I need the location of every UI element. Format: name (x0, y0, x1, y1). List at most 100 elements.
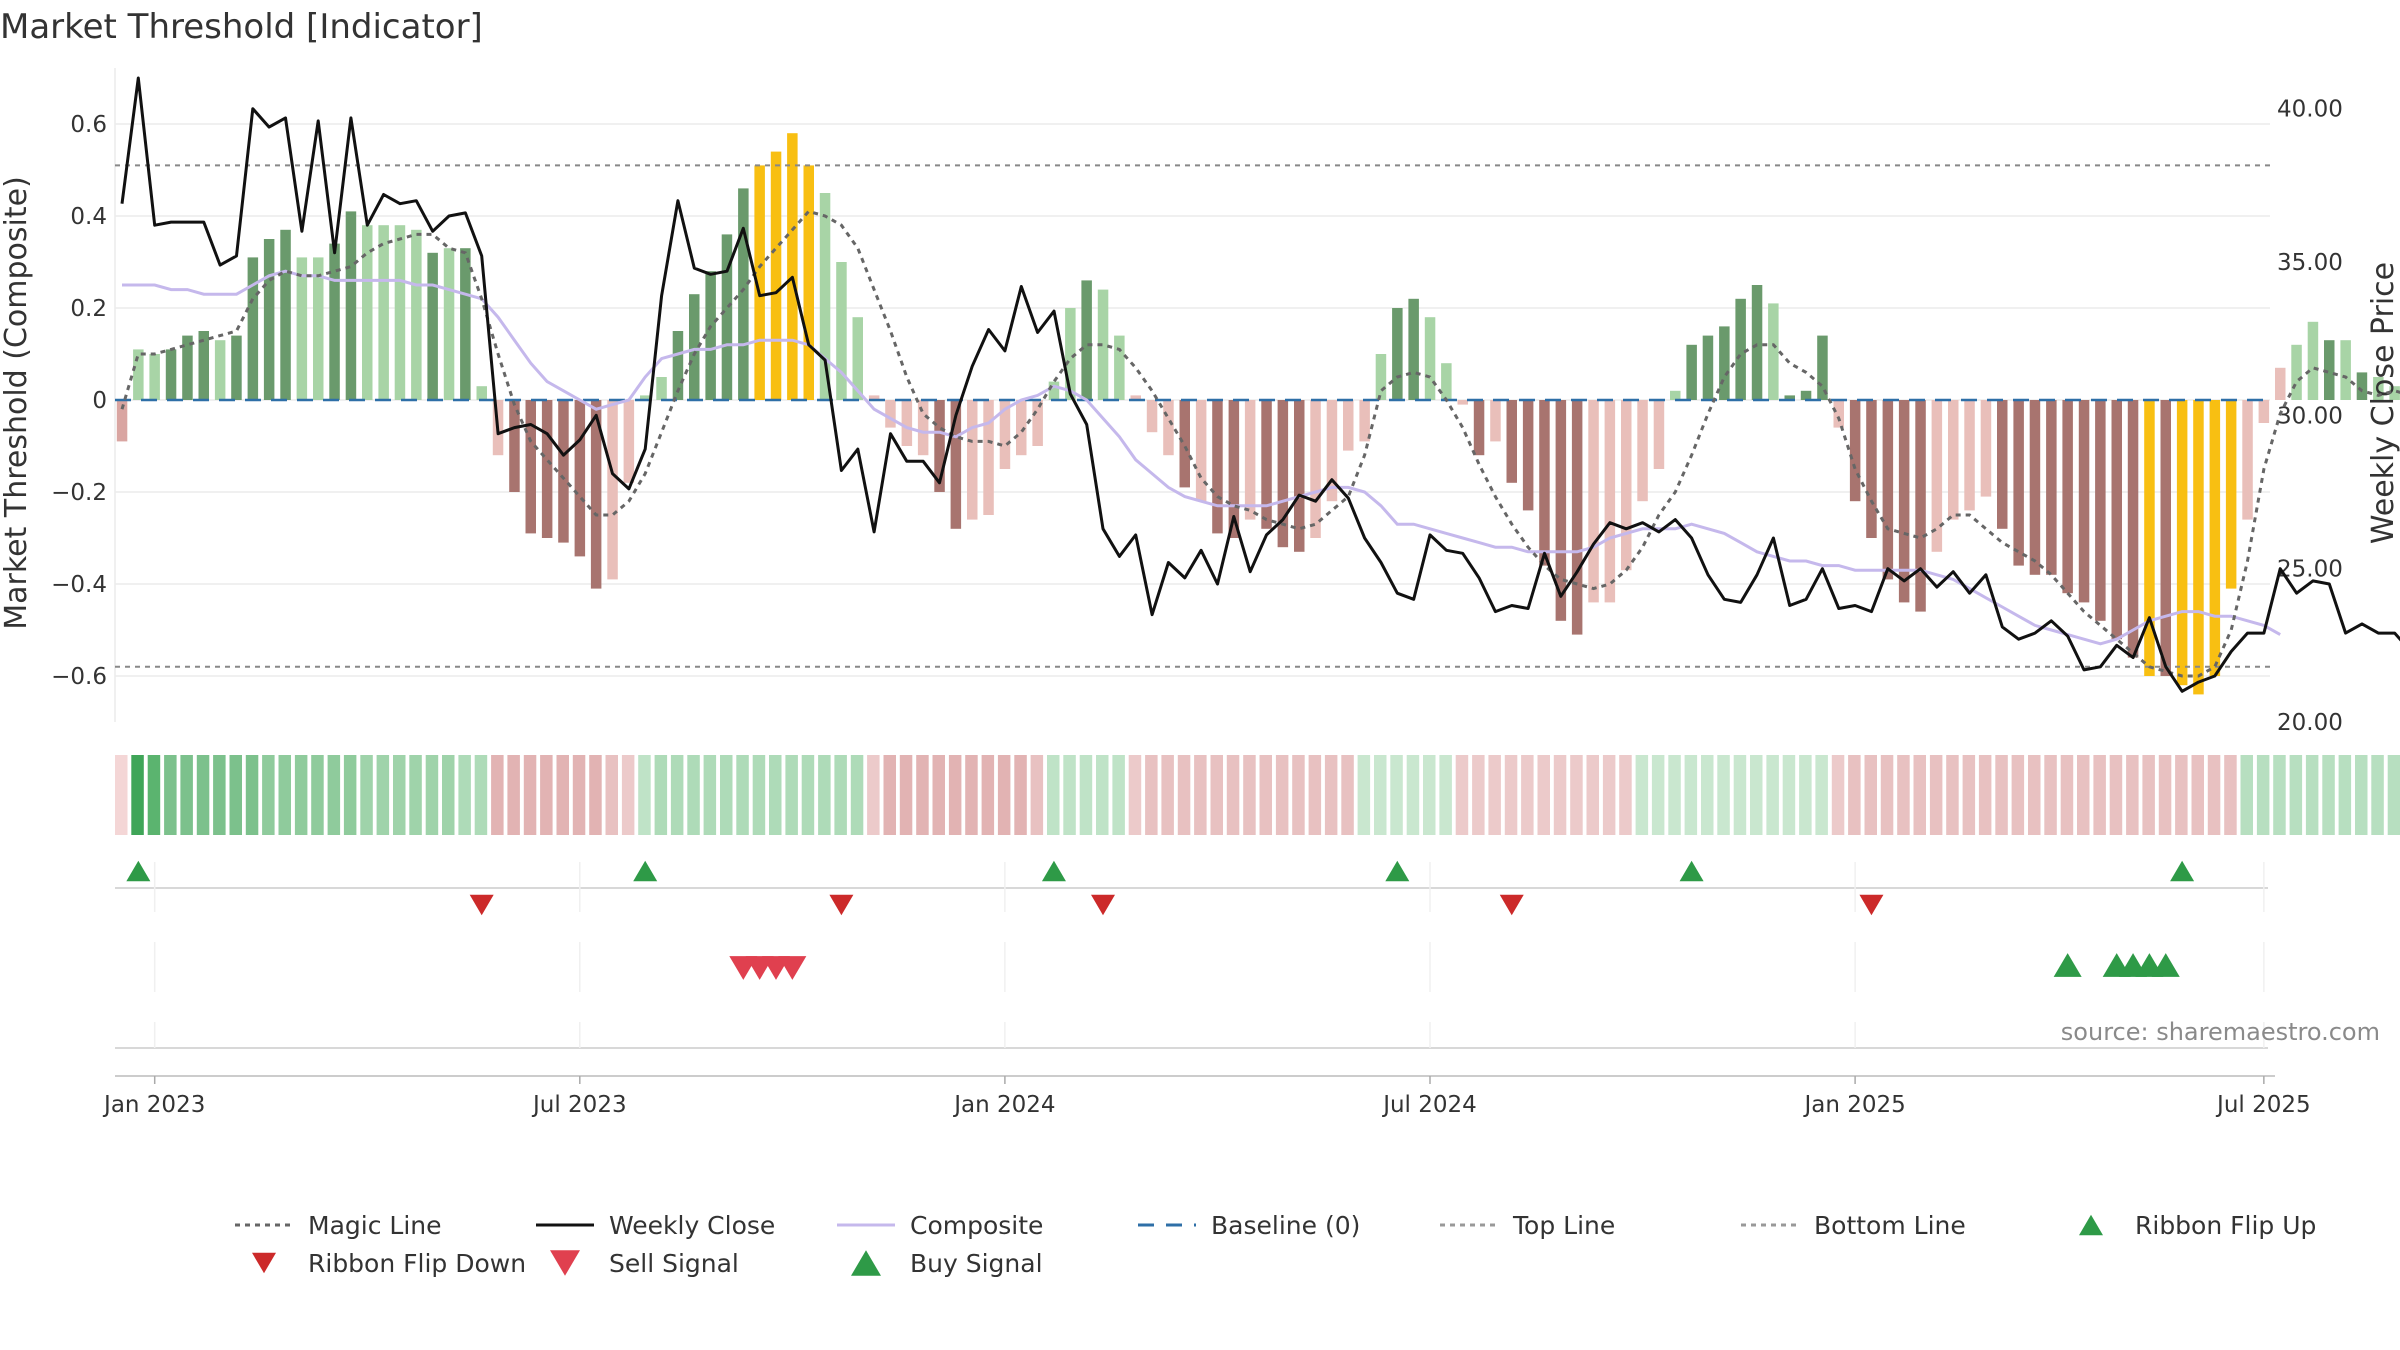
ribbon-segment (1308, 755, 1322, 835)
composite-bar (509, 400, 520, 492)
composite-bar (1817, 335, 1828, 400)
legend-item: Top Line (1440, 1211, 1615, 1240)
ribbon-segment (1995, 755, 2008, 835)
legend-item: Ribbon Flip Up (2079, 1211, 2316, 1240)
composite-bar (1571, 400, 1583, 635)
ribbon-flip-down-marker (1499, 894, 1524, 916)
legend-item: Ribbon Flip Down (252, 1249, 526, 1278)
composite-bar (378, 225, 389, 400)
ribbon-segment (458, 755, 471, 835)
ribbon-segment (1750, 755, 1763, 835)
series-lines (120, 76, 2400, 693)
left-axis-label: Market Threshold (Composite) (0, 176, 34, 630)
composite-bar (2340, 340, 2351, 400)
composite-bar (1833, 400, 1844, 428)
ribbon-segment (1929, 755, 1943, 835)
legend-label: Baseline (0) (1211, 1211, 1360, 1240)
ribbon-segment (899, 755, 913, 835)
ribbon-segment (327, 755, 341, 835)
composite-bar (165, 349, 177, 400)
ribbon-segment (1521, 755, 1534, 835)
composite-bar (689, 294, 700, 400)
ribbon-segment (916, 755, 929, 835)
ribbon-segment (1128, 755, 1142, 835)
ribbon-segment (2371, 755, 2384, 835)
legend-marker (2079, 1214, 2103, 1236)
composite-bar (1768, 303, 1779, 400)
ribbon-segment (1733, 755, 1747, 835)
ribbon-segment (1619, 755, 1632, 835)
composite-bar (116, 400, 128, 442)
x-tick-label: Jul 2025 (2215, 1092, 2311, 1118)
ribbon-segment (1210, 755, 1223, 835)
composite-bar (1670, 390, 1681, 400)
composite-bar (1555, 400, 1567, 621)
chart-title: Market Threshold [Indicator] (0, 7, 483, 47)
ribbon-segment (1978, 755, 1992, 835)
ribbon-segment (1782, 755, 1796, 835)
composite-bar (901, 400, 913, 446)
ribbon-segment (2289, 755, 2303, 835)
composite-bar (967, 400, 978, 520)
composite-bar (2046, 400, 2057, 575)
composite-bars (116, 133, 2400, 695)
ribbon-segment (850, 755, 864, 835)
right-axis-label: Weekly Close Price (2366, 262, 2400, 544)
ribbon-segment (1341, 755, 1354, 835)
ribbon-segment (1243, 755, 1256, 835)
composite-bar (2127, 400, 2139, 658)
source-note: source: sharemaestro.com (2061, 1018, 2380, 1046)
composite-bar (133, 349, 144, 400)
ribbon-segment (1848, 755, 1861, 835)
composite-bar (345, 211, 357, 400)
legend-marker (550, 1250, 580, 1276)
ribbon-segment (409, 755, 422, 835)
ribbon-segment (1897, 755, 1910, 835)
composite-bar (280, 229, 291, 400)
legend-label: Composite (910, 1211, 1043, 1240)
ribbon-segment (769, 755, 782, 835)
x-tick-label: Jan 2025 (1802, 1092, 1905, 1118)
legend-label: Magic Line (308, 1211, 442, 1240)
ribbon-segment (818, 755, 831, 835)
ribbon-flip-down-marker (1859, 894, 1884, 916)
composite-bar (1130, 395, 1141, 400)
composite-bar (1179, 400, 1190, 488)
composite-bar (1948, 400, 1959, 520)
ribbon-segment (1014, 755, 1027, 835)
composite-bar (1277, 400, 1289, 548)
ribbon-segment (2338, 755, 2352, 835)
composite-bar (1719, 326, 1730, 400)
ribbon-segment (785, 755, 798, 835)
legend-label: Sell Signal (609, 1249, 739, 1278)
composite-bar (2373, 377, 2384, 400)
composite-bar (1408, 298, 1419, 400)
ribbon-segment (1177, 755, 1191, 835)
magic-line (120, 209, 2400, 678)
legend-item: Sell Signal (550, 1249, 739, 1278)
composite-bar (2389, 386, 2400, 400)
legend-item: Weekly Close (536, 1211, 775, 1240)
y-left-tick-label: −0.2 (51, 480, 107, 506)
ribbon-segment (1112, 755, 1125, 835)
ribbon-segment (1570, 755, 1583, 835)
ribbon-segment (1357, 755, 1371, 835)
composite-bar (1621, 400, 1632, 571)
ribbon-segment (2305, 755, 2319, 835)
composite-bar (1228, 400, 1240, 538)
ribbon-segment (1880, 755, 1894, 835)
composite-bar (1473, 400, 1485, 456)
composite-bar (182, 335, 193, 400)
legend-label: Ribbon Flip Up (2135, 1211, 2316, 1240)
ribbon-segment (343, 755, 357, 835)
composite-bar (656, 377, 667, 400)
composite-bar (1424, 317, 1436, 400)
y-left-tick-label: 0.6 (70, 112, 107, 138)
legend-label: Buy Signal (910, 1249, 1043, 1278)
ribbon-strip (115, 755, 2400, 835)
composite-bar (1997, 400, 2008, 529)
composite-bar (2176, 400, 2188, 686)
composite-bar (2275, 367, 2286, 400)
composite-bar (770, 151, 782, 400)
